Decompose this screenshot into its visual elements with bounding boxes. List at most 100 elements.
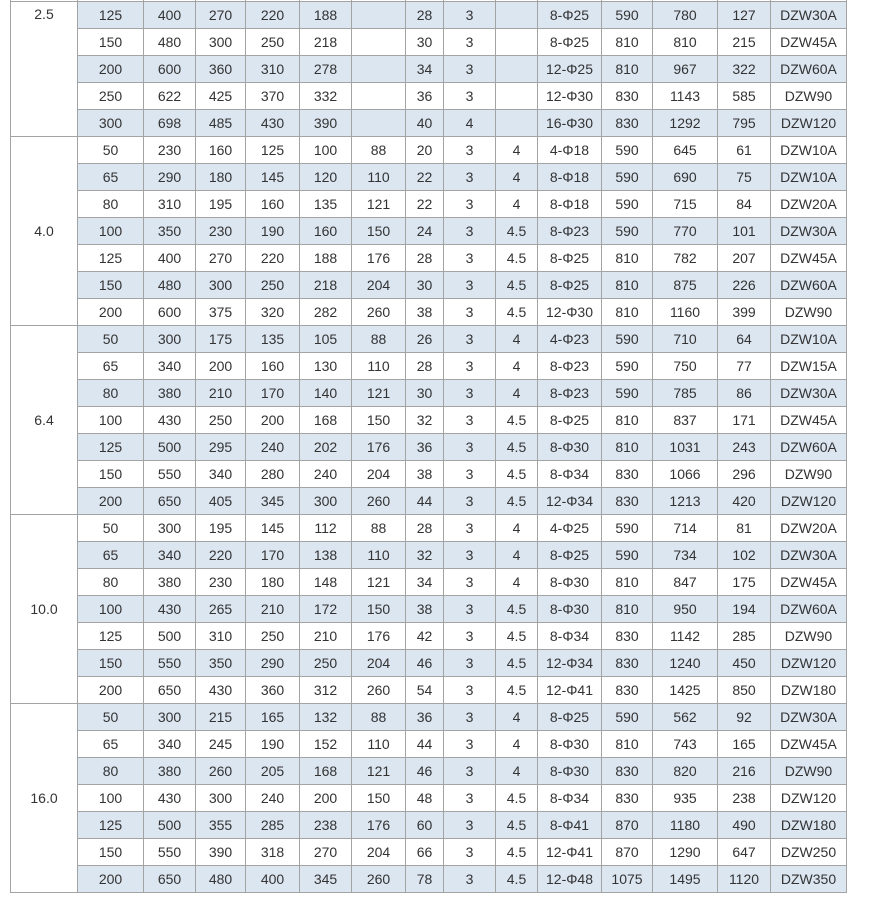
table-cell: 28 [405,352,444,380]
table-cell: 399 [717,298,771,326]
table-row: 150 550 390 318 270 204 66 3 4.5 12-Φ41 870 1290 647… [11,838,847,866]
table-cell: 430 [143,406,196,434]
table-cell: 650 [143,865,196,893]
table-cell: 1031 [652,433,718,461]
table-cell: 20 [405,136,444,164]
table-cell: 44 [405,487,444,515]
table-cell: 230 [143,136,196,164]
table-cell: 4-Φ25 [537,514,602,542]
table-cell: 176 [351,811,406,839]
table-cell: 4 [495,703,538,731]
table-cell: 622 [143,82,196,110]
table-row: 200 650 430 360 312 260 54 3 4.5 12-Φ41 830 1425 850… [11,676,847,704]
table-cell: 270 [195,244,246,272]
table-cell: 240 [299,460,352,488]
table-cell: 240 [245,433,300,461]
table-cell: 3 [443,838,496,866]
table-cell: 282 [299,298,352,326]
table-cell: 218 [299,271,352,299]
table-cell: 785 [652,379,718,407]
table-cell: 830 [601,676,653,704]
table-cell [495,82,538,110]
model-cell: DZW90 [770,622,847,650]
model-cell: DZW15A [770,352,847,380]
model-cell: DZW180 [770,676,847,704]
table-cell: 127 [717,1,771,29]
table-cell: 810 [601,433,653,461]
table-cell [495,28,538,56]
table-cell: 4.5 [495,649,538,677]
table-cell: 847 [652,568,718,596]
table-row: 150 480 300 250 218 204 30 3 4.5 8-Φ25 810 875 226 DZ… [11,271,847,299]
dn-cell: 80 [77,757,144,785]
table-cell: 195 [195,514,246,542]
table-cell: 4.5 [495,865,538,893]
table-cell: 295 [195,433,246,461]
dn-cell: 125 [77,622,144,650]
table-cell: 12-Φ30 [537,82,602,110]
table-cell: 310 [195,622,246,650]
table-cell: 8-Φ34 [537,784,602,812]
table-cell: 650 [143,676,196,704]
table-cell: 36 [405,82,444,110]
table-cell: 810 [601,271,653,299]
table-cell: 200 [299,784,352,812]
table-cell: 1075 [601,865,653,893]
table-cell: 4.5 [495,784,538,812]
table-cell: 1066 [652,460,718,488]
table-cell: 8-Φ25 [537,406,602,434]
table-cell: 260 [351,865,406,893]
table-cell: 48 [405,784,444,812]
model-cell: DZW45A [770,730,847,758]
table-cell: 650 [143,487,196,515]
table-cell: 485 [195,109,246,137]
table-cell: 8-Φ25 [537,1,602,29]
model-cell: DZW45A [770,406,847,434]
table-cell: 490 [717,811,771,839]
table-cell: 190 [245,730,300,758]
table-cell: 245 [195,730,246,758]
table-cell: 3 [443,298,496,326]
model-cell: DZW60A [770,271,847,299]
table-cell: 26 [405,325,444,353]
table-cell: 810 [601,298,653,326]
table-cell: 3 [443,730,496,758]
table-cell: 3 [443,217,496,245]
table-cell: 88 [351,325,406,353]
table-cell: 12-Φ30 [537,298,602,326]
table-cell: 243 [717,433,771,461]
table-cell: 32 [405,406,444,434]
table-row: 200 600 375 320 282 260 38 3 4.5 12-Φ30 810 1160 399… [11,298,847,326]
table-cell: 390 [195,838,246,866]
model-cell: DZW45A [770,568,847,596]
table-row: 250 622 425 370 332 36 3 12-Φ30 830 1143 585 DZW90 [11,82,847,110]
table-cell: 180 [195,163,246,191]
table-cell: 202 [299,433,352,461]
dn-cell: 100 [77,784,144,812]
table-cell: 54 [405,676,444,704]
table-cell: 160 [195,136,246,164]
table-cell: 280 [245,460,300,488]
table-cell: 690 [652,163,718,191]
model-cell: DZW120 [770,649,847,677]
table-cell: 375 [195,298,246,326]
table-cell: 830 [601,82,653,110]
model-cell: DZW20A [770,514,847,542]
table-cell: 12-Φ25 [537,55,602,83]
table-cell: 30 [405,271,444,299]
table-cell: 4.5 [495,676,538,704]
table-cell: 300 [195,28,246,56]
table-cell: 12-Φ34 [537,487,602,515]
table-cell: 46 [405,757,444,785]
table-cell: 562 [652,703,718,731]
dn-cell: 200 [77,487,144,515]
table-cell: 875 [652,271,718,299]
dn-cell: 100 [77,406,144,434]
table-cell [351,82,406,110]
table-cell: 215 [195,703,246,731]
table-cell: 86 [717,379,771,407]
table-cell: 205 [245,757,300,785]
table-cell: 194 [717,595,771,623]
table-cell: 810 [652,28,718,56]
table-cell: 3 [443,244,496,272]
